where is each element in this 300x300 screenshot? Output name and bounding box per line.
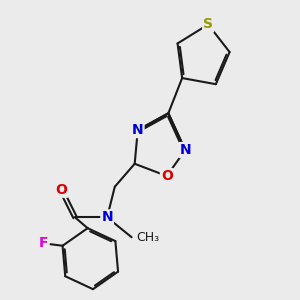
- Text: CH₃: CH₃: [136, 231, 159, 244]
- Text: O: O: [161, 169, 173, 183]
- Text: N: N: [101, 210, 113, 224]
- Text: N: N: [179, 143, 191, 157]
- Text: N: N: [132, 123, 144, 137]
- Text: O: O: [55, 183, 67, 197]
- Text: S: S: [203, 17, 213, 32]
- Text: F: F: [39, 236, 48, 250]
